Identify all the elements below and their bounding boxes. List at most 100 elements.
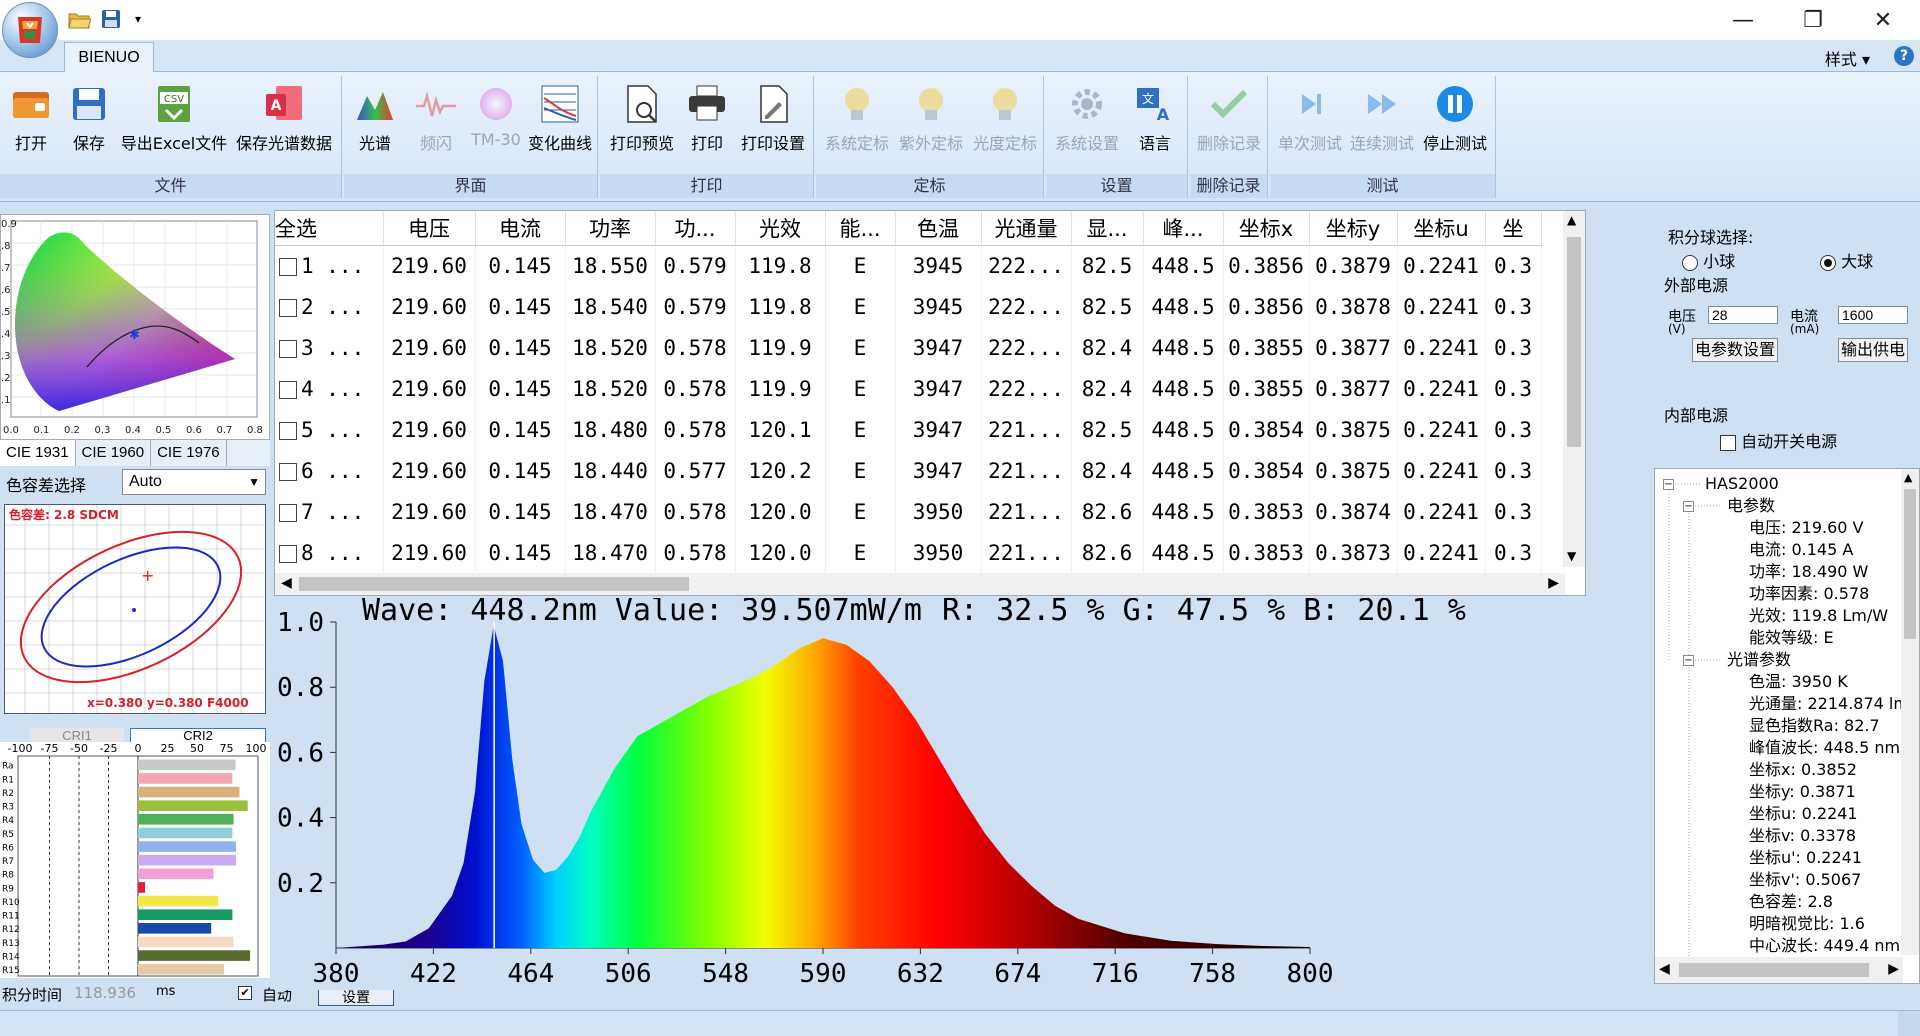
tree-item[interactable]: 能效等级: E [1749, 628, 1834, 647]
stop-test-button[interactable]: 停止测试 [1418, 76, 1492, 172]
table-row[interactable]: 8 ... 219.60 0.145 18.470 0.578 120.0 E 3950 221… [275, 532, 1542, 573]
table-row[interactable]: 4 ... 219.60 0.145 18.520 0.578 119.9 E 3947 222… [275, 368, 1542, 409]
minimize-button[interactable]: — [1732, 7, 1754, 33]
scroll-left-icon[interactable]: ◀ [281, 575, 292, 591]
collapse-spectrum-icon[interactable]: − [1683, 655, 1694, 666]
row-checkbox[interactable] [279, 544, 297, 563]
tab-cri2[interactable]: CRI2 [130, 728, 266, 743]
export-excel-button[interactable]: CSV 导出Excel文件 [118, 76, 230, 172]
close-button[interactable]: ✕ [1873, 7, 1893, 33]
column-header[interactable]: 坐标u [1397, 211, 1486, 246]
tree-item[interactable]: 显色指数Ra: 82.7 [1749, 716, 1880, 735]
tree-vertical-scrollbar[interactable]: ▲ [1901, 469, 1919, 955]
column-header[interactable]: 能... [825, 211, 896, 246]
row-select-cell[interactable]: 7 ... [275, 491, 384, 532]
scroll-up-icon[interactable]: ▲ [1567, 213, 1577, 227]
tree-item[interactable]: 色温: 3950 K [1749, 672, 1848, 691]
tree-item[interactable]: 明暗视觉比: 1.6 [1749, 914, 1865, 933]
open-folder-icon[interactable] [66, 6, 92, 32]
column-header[interactable]: 光通量 [981, 211, 1072, 246]
column-header[interactable]: 电压 [383, 211, 476, 246]
save-button[interactable]: 保存 [64, 76, 114, 172]
print-settings-button[interactable]: 打印设置 [736, 76, 810, 172]
tree-item[interactable]: 峰值波长: 448.5 nm [1749, 738, 1901, 757]
table-vscroll-thumb[interactable] [1567, 237, 1581, 447]
auto-checkbox[interactable]: ✔ [238, 986, 252, 1000]
style-menu[interactable]: 样式 ▾ [1824, 50, 1870, 69]
table-row[interactable]: 2 ... 219.60 0.145 18.540 0.579 119.8 E 3945 222… [275, 286, 1542, 327]
row-select-cell[interactable]: 4 ... [275, 368, 384, 409]
column-header[interactable]: 功率 [565, 211, 656, 246]
row-select-cell[interactable]: 3 ... [275, 327, 384, 368]
column-header[interactable]: 坐标y [1309, 211, 1398, 246]
table-row[interactable]: 5 ... 219.60 0.145 18.480 0.578 120.1 E 3947 221… [275, 409, 1542, 450]
tree-scroll-right-icon[interactable]: ▶ [1888, 961, 1899, 977]
system-settings-button[interactable]: 系统设置 [1050, 76, 1124, 172]
tree-item[interactable]: 坐标u': 0.2241 [1749, 848, 1863, 867]
flicker-button[interactable]: 频闪 [406, 76, 466, 172]
table-hscroll-thumb[interactable] [299, 577, 689, 591]
spectrum-view-button[interactable]: 光谱 [344, 76, 406, 172]
tab-cie-1931[interactable]: CIE 1931 [0, 440, 76, 466]
tree-root[interactable]: HAS2000 [1705, 474, 1779, 493]
row-select-cell[interactable]: 8 ... [275, 532, 384, 573]
app-menu-button[interactable] [2, 2, 58, 58]
row-select-cell[interactable]: 5 ... [275, 409, 384, 450]
row-checkbox[interactable] [279, 380, 297, 399]
column-header[interactable]: 坐标x [1223, 211, 1310, 246]
column-header[interactable]: 光效 [735, 211, 826, 246]
help-icon[interactable]: ? [1894, 46, 1914, 66]
row-checkbox[interactable] [279, 298, 297, 317]
column-header[interactable]: 峰... [1143, 211, 1224, 246]
tree-scroll-left-icon[interactable]: ◀ [1659, 961, 1670, 977]
tab-bienuo[interactable]: BIENUO [64, 42, 154, 73]
tree-item[interactable]: 坐标v': 0.5067 [1749, 870, 1862, 889]
trend-curve-button[interactable]: 变化曲线 [522, 76, 598, 172]
tree-item[interactable]: 色容差: 2.8 [1749, 892, 1833, 911]
print-button[interactable]: 打印 [682, 76, 732, 172]
tree-item[interactable]: 电流: 0.145 A [1749, 540, 1854, 559]
voltage-input[interactable]: 28 [1708, 306, 1778, 324]
table-row[interactable]: 6 ... 219.60 0.145 18.440 0.577 120.2 E 3947 221… [275, 450, 1542, 491]
restore-button[interactable]: ❐ [1803, 7, 1823, 33]
column-header[interactable]: 功... [655, 211, 736, 246]
row-checkbox[interactable] [279, 339, 297, 358]
tm30-button[interactable]: TM-30 [466, 76, 526, 172]
tree-item[interactable]: 坐标x: 0.3852 [1749, 760, 1857, 779]
tab-cri1[interactable]: CRI1 [30, 728, 124, 743]
row-checkbox[interactable] [279, 503, 297, 522]
row-checkbox[interactable] [279, 421, 297, 440]
uv-calibration-button[interactable]: 紫外定标 [894, 76, 968, 172]
tree-item[interactable]: 中心波长: 449.4 nm [1749, 936, 1901, 955]
row-select-cell[interactable]: 6 ... [275, 450, 384, 491]
tab-cie-1976[interactable]: CIE 1976 [151, 440, 227, 466]
color-tolerance-select[interactable]: Auto ▼ [122, 469, 266, 495]
tree-group-electrical[interactable]: 电参数 [1727, 496, 1776, 515]
large-sphere-radio[interactable]: 大球 [1820, 248, 1873, 272]
column-header[interactable]: 电流 [475, 211, 566, 246]
auto-power-checkbox[interactable]: 自动开关电源 [1720, 428, 1837, 452]
tree-item[interactable]: 光效: 119.8 Lm/W [1749, 606, 1889, 625]
table-row[interactable]: 7 ... 219.60 0.145 18.470 0.578 120.0 E 3950 221… [275, 491, 1542, 532]
row-checkbox[interactable] [279, 462, 297, 481]
scroll-down-icon[interactable]: ▼ [1567, 549, 1577, 563]
tab-cie-1960[interactable]: CIE 1960 [76, 440, 152, 466]
tree-vscroll-thumb[interactable] [1904, 489, 1916, 639]
table-row[interactable]: 3 ... 219.60 0.145 18.520 0.578 119.9 E 3947 222… [275, 327, 1542, 368]
single-test-button[interactable]: 单次测试 [1274, 76, 1346, 172]
elec-params-button[interactable]: 电参数设置 [1692, 338, 1778, 362]
save-icon[interactable] [98, 6, 124, 32]
tree-item[interactable]: 坐标u: 0.2241 [1749, 804, 1858, 823]
row-select-cell[interactable]: 1 ... [275, 245, 384, 286]
resize-grip-icon[interactable] [1898, 1011, 1920, 1036]
table-row[interactable]: 1 ... 219.60 0.145 18.550 0.579 119.8 E 3945 222… [275, 245, 1542, 286]
delete-records-button[interactable]: 删除记录 [1192, 76, 1266, 172]
tree-item[interactable]: 光通量: 2214.874 lm [1749, 694, 1909, 713]
tree-item[interactable]: 功率: 18.490 W [1749, 562, 1869, 581]
tree-item[interactable]: 坐标y: 0.3871 [1749, 782, 1856, 801]
row-select-cell[interactable]: 2 ... [275, 286, 384, 327]
system-calibration-button[interactable]: 系统定标 [820, 76, 894, 172]
current-input[interactable]: 1600 [1838, 306, 1908, 324]
scroll-right-icon[interactable]: ▶ [1548, 575, 1559, 591]
